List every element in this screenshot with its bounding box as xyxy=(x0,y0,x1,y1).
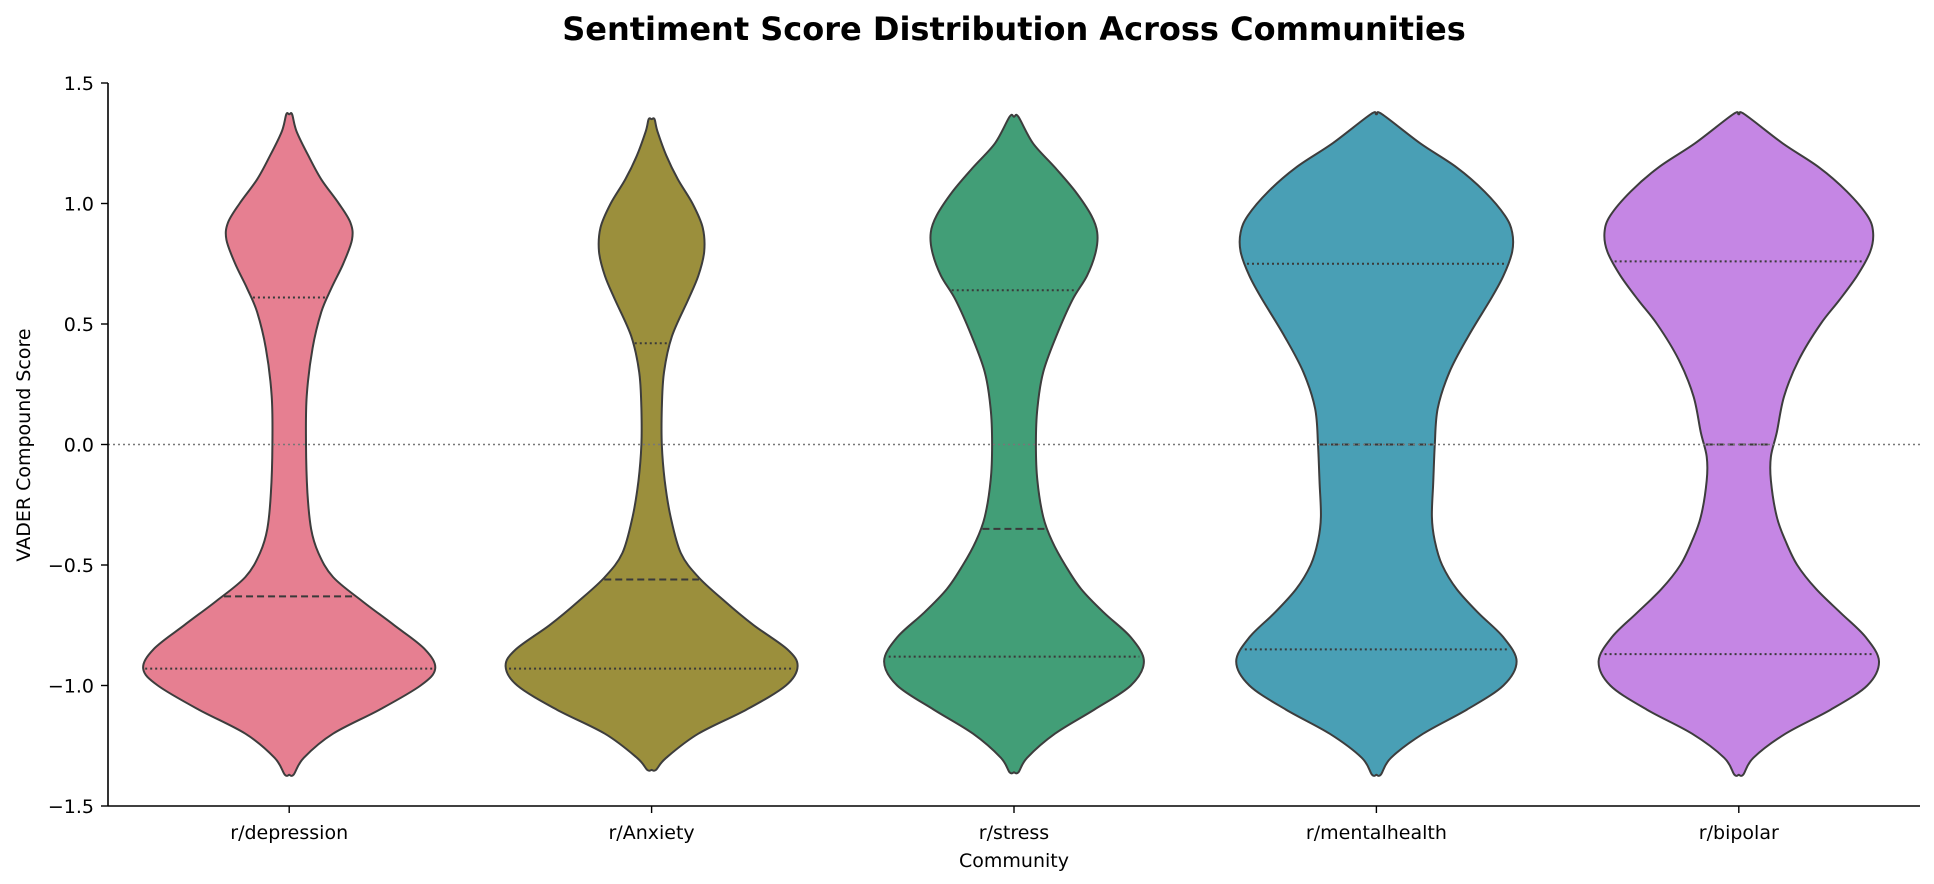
axes-layer: 1.5 1.0 0.5 0.0 −0.5 −1.0 −1.5 r/depression r/An… xyxy=(48,73,1920,844)
x-tick-label: r/Anxiety xyxy=(609,822,695,844)
violins-layer xyxy=(142,111,1881,777)
x-tick-label: r/stress xyxy=(979,822,1049,844)
x-tick-label: r/mentalhealth xyxy=(1306,822,1447,844)
x-tick-label: r/depression xyxy=(230,822,348,844)
x-tick-label: r/bipolar xyxy=(1699,822,1779,844)
y-tick-label: 0.5 xyxy=(64,314,94,336)
y-tick-label: −0.5 xyxy=(48,555,94,577)
violin-body xyxy=(504,117,799,772)
chart-title: Sentiment Score Distribution Across Comm… xyxy=(562,10,1466,48)
x-axis-title: Community xyxy=(959,850,1069,872)
violin-group xyxy=(504,117,799,772)
y-tick-label: 1.0 xyxy=(64,194,94,216)
y-axis-title: VADER Compound Score xyxy=(13,328,35,561)
y-tick-label: −1.5 xyxy=(48,796,94,818)
y-tick-label: −1.0 xyxy=(48,676,94,698)
y-tick-label: 0.0 xyxy=(64,435,94,457)
y-tick-label: 1.5 xyxy=(64,73,94,95)
